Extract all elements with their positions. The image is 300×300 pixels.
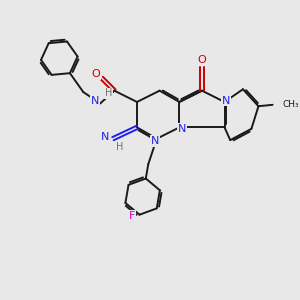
Text: H: H [105, 88, 112, 98]
Text: H: H [116, 142, 123, 152]
Text: N: N [151, 136, 160, 146]
Text: O: O [91, 69, 100, 79]
Text: N: N [177, 124, 186, 134]
Text: CH₃: CH₃ [283, 100, 299, 109]
Text: F: F [128, 211, 135, 221]
Text: N: N [91, 96, 99, 106]
Text: N: N [101, 132, 109, 142]
Text: O: O [198, 56, 206, 65]
Text: N: N [222, 96, 230, 106]
